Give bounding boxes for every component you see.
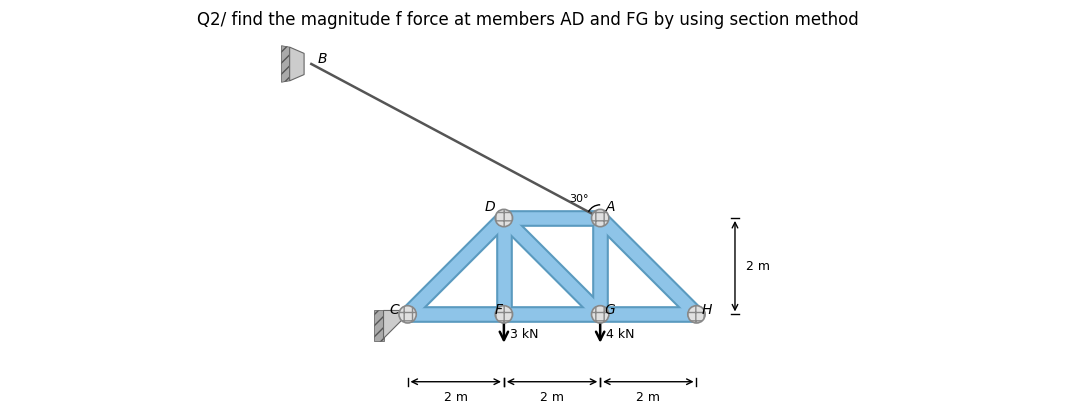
Text: A: A <box>606 201 616 214</box>
Text: 4 kN: 4 kN <box>606 328 634 341</box>
Text: 2 m: 2 m <box>540 391 564 404</box>
Text: H: H <box>702 302 712 316</box>
Polygon shape <box>383 311 402 338</box>
Circle shape <box>399 306 416 323</box>
Text: Q2/ find the magnitude f force at members AD and FG by using section method: Q2/ find the magnitude f force at member… <box>197 11 859 29</box>
Text: 3 kN: 3 kN <box>510 328 538 341</box>
Text: 2 m: 2 m <box>636 391 660 404</box>
Text: B: B <box>318 52 326 66</box>
Circle shape <box>592 209 609 227</box>
Circle shape <box>688 306 705 323</box>
Polygon shape <box>374 309 383 341</box>
Text: 2 m: 2 m <box>444 391 468 404</box>
Circle shape <box>496 209 513 227</box>
Text: G: G <box>605 302 616 316</box>
Polygon shape <box>289 47 305 81</box>
Text: 30°: 30° <box>569 194 589 204</box>
Text: F: F <box>495 302 503 316</box>
Circle shape <box>496 306 513 323</box>
Text: D: D <box>485 201 496 214</box>
Polygon shape <box>282 46 289 82</box>
Text: C: C <box>389 302 399 316</box>
Circle shape <box>592 306 609 323</box>
Text: 2 m: 2 m <box>745 260 770 273</box>
